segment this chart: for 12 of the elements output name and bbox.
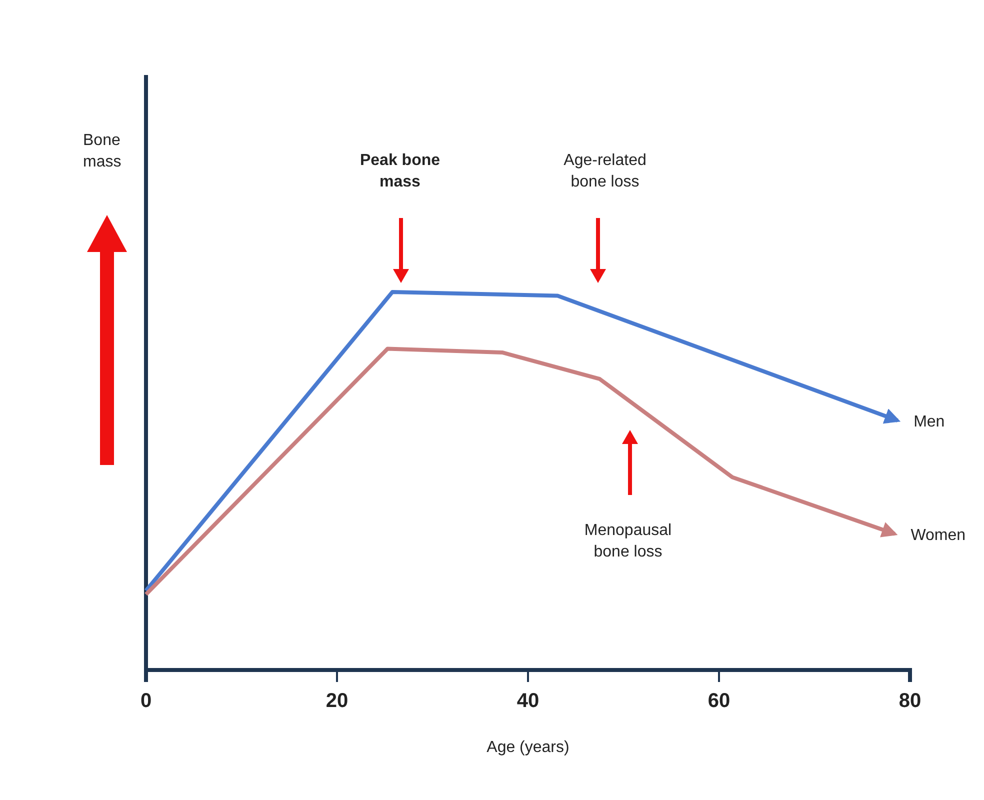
- x-tick-label: 20: [326, 690, 348, 712]
- series-label: Women: [910, 526, 966, 544]
- x-tick-label: 80: [898, 690, 922, 712]
- annotation: Menopausal bone loss: [584, 522, 672, 561]
- x-tick-label: 0: [140, 690, 152, 712]
- x-tick-label: 40: [516, 690, 540, 712]
- text: Age-related bone loss: [564, 152, 646, 191]
- x-tick-label: 60: [708, 690, 730, 712]
- text: Peak bone mass: [360, 152, 440, 191]
- text: Bone mass: [83, 132, 122, 171]
- series-label: Men: [914, 414, 945, 431]
- x-axis-title: Age (years): [486, 739, 570, 756]
